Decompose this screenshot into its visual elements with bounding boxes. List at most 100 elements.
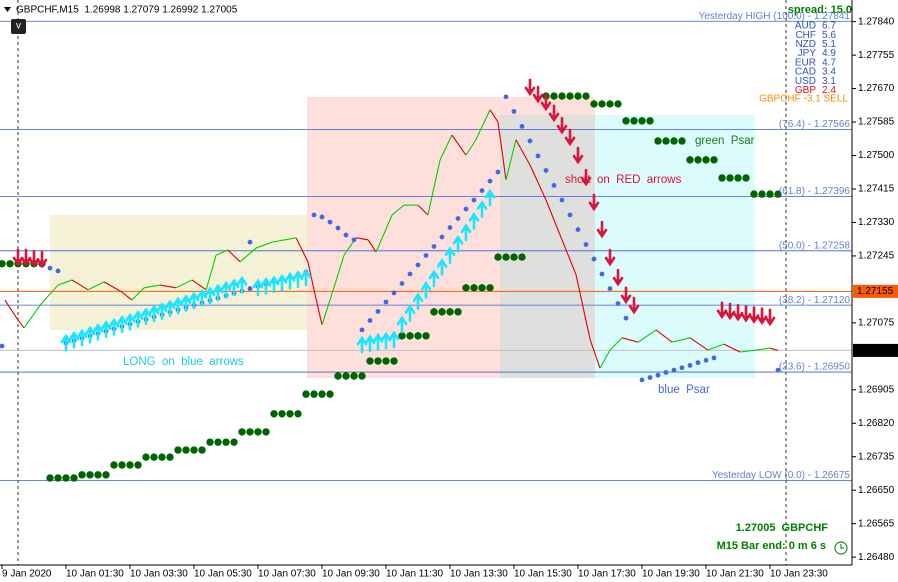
buy-arrow: [124, 312, 136, 331]
x-tick-label: 10 Jan 21:30: [706, 569, 764, 580]
psar-green-dot: [662, 137, 670, 145]
psar-green-dot: [94, 471, 102, 479]
sell-arrow: [36, 250, 48, 269]
collapse-button[interactable]: v: [11, 19, 26, 34]
psar-green-dot: [462, 284, 470, 292]
psar-blue-dot: [423, 253, 429, 258]
psar-green-dot: [366, 357, 374, 365]
price-segment: [329, 254, 345, 301]
price-segment: [497, 121, 507, 181]
psar-green-dot: [510, 253, 518, 261]
price-segment: [313, 289, 323, 325]
price-segment: [655, 329, 673, 343]
psar-blue-dot: [703, 357, 709, 363]
psar-blue-dot: [415, 262, 421, 268]
psar-green-dot: [6, 260, 14, 268]
price-segment: [575, 274, 591, 340]
price-segment: [103, 281, 123, 293]
price-segment: [505, 139, 517, 181]
price-segment: [622, 337, 639, 343]
psar-green-dot: [214, 438, 222, 446]
y-tick-label: 1.27500: [858, 150, 895, 161]
x-tick-label: 9 Jan 2020: [2, 569, 52, 580]
buy-arrow: [180, 294, 192, 312]
price-segment: [215, 249, 229, 256]
buy-arrow: [132, 310, 144, 328]
price-tag: [853, 284, 898, 298]
y-tick-label: 1.26905: [858, 384, 895, 395]
psar-green-dot: [206, 438, 214, 446]
price-segment: [239, 247, 257, 263]
psar-blue-dot: [247, 286, 253, 292]
levels: [0, 0, 852, 565]
buy-arrow: [276, 273, 288, 292]
sell-arrow: [588, 193, 600, 212]
psar-green-dot: [438, 308, 446, 316]
psar-blue-dot: [559, 197, 565, 203]
psar-blue-dot: [711, 355, 717, 361]
psar-blue-dot: [447, 225, 453, 230]
psar-blue-dot: [599, 271, 605, 277]
psar-green-dot: [278, 410, 286, 418]
x-tick-label: 10 Jan 19:30: [642, 569, 700, 580]
psar-green-dot: [198, 446, 206, 454]
price-segment: [205, 254, 217, 290]
sell-arrow: [532, 85, 544, 104]
buy-arrow: [164, 299, 176, 318]
button-label[interactable]: v: [16, 21, 21, 32]
psar-green-dot: [166, 453, 174, 461]
price-segment: [355, 237, 369, 241]
buy-arrow: [108, 317, 120, 336]
price-segment: [739, 349, 756, 353]
y-tick-label: 1.27245: [858, 251, 895, 262]
sell-arrow: [612, 268, 624, 287]
price-segment: [769, 347, 779, 351]
buy-arrow: [364, 334, 376, 353]
fib-level-label: (61.8) - 1.27396: [779, 186, 851, 197]
price-segment: [4, 299, 19, 321]
psar-green-dot: [414, 332, 422, 340]
strength-currency: NZD: [795, 39, 816, 50]
psar-green-dot: [502, 253, 510, 261]
price-segment: [489, 109, 499, 123]
price-segment: [609, 337, 623, 351]
strength-value: 3.1: [822, 76, 836, 87]
price-segment: [515, 139, 531, 166]
buy-arrow: [100, 320, 112, 338]
psar-green-dot: [470, 284, 478, 292]
footer-price: 1.27005 GBPCHF: [736, 522, 829, 534]
annotation: LONG on blue arrows: [123, 356, 244, 368]
button-box[interactable]: [11, 19, 26, 34]
x-tick-label: 10 Jan 01:30: [66, 569, 124, 580]
psar-green-dot: [78, 471, 86, 479]
y-tick-label: 1.26820: [858, 418, 895, 429]
psar-blue-dot: [695, 360, 701, 366]
psar-green-dot: [430, 308, 438, 316]
psar-green-dot: [494, 253, 502, 261]
price-segment: [723, 343, 741, 353]
y-tick-label: 1.27585: [858, 117, 895, 128]
price-segment: [417, 204, 429, 216]
psar-green-dot: [86, 471, 94, 479]
x-tick-label: 10 Jan 03:30: [130, 569, 188, 580]
sell-arrow: [732, 303, 744, 322]
price-segment: [307, 261, 315, 290]
x-tick-label: 10 Jan 11:30: [386, 569, 444, 580]
buy-arrow: [412, 292, 424, 310]
psar-green-dot: [342, 372, 350, 380]
psar-blue-dot: [311, 212, 317, 218]
buy-arrow: [68, 330, 80, 349]
price-tag: [853, 343, 898, 357]
buy-arrow: [476, 200, 488, 218]
buy-arrow: [300, 268, 312, 287]
psar-blue-dot: [655, 372, 661, 378]
psar-green-dot: [150, 453, 158, 461]
price-segment: [227, 249, 241, 263]
buy-arrow: [396, 315, 408, 334]
psar-green-dot: [550, 92, 558, 100]
buy-arrow: [76, 328, 88, 347]
clock-icon: [834, 541, 848, 555]
psar-green-dot: [670, 137, 678, 145]
psar-green-dot: [374, 357, 382, 365]
psar-blue-dot: [639, 377, 645, 383]
